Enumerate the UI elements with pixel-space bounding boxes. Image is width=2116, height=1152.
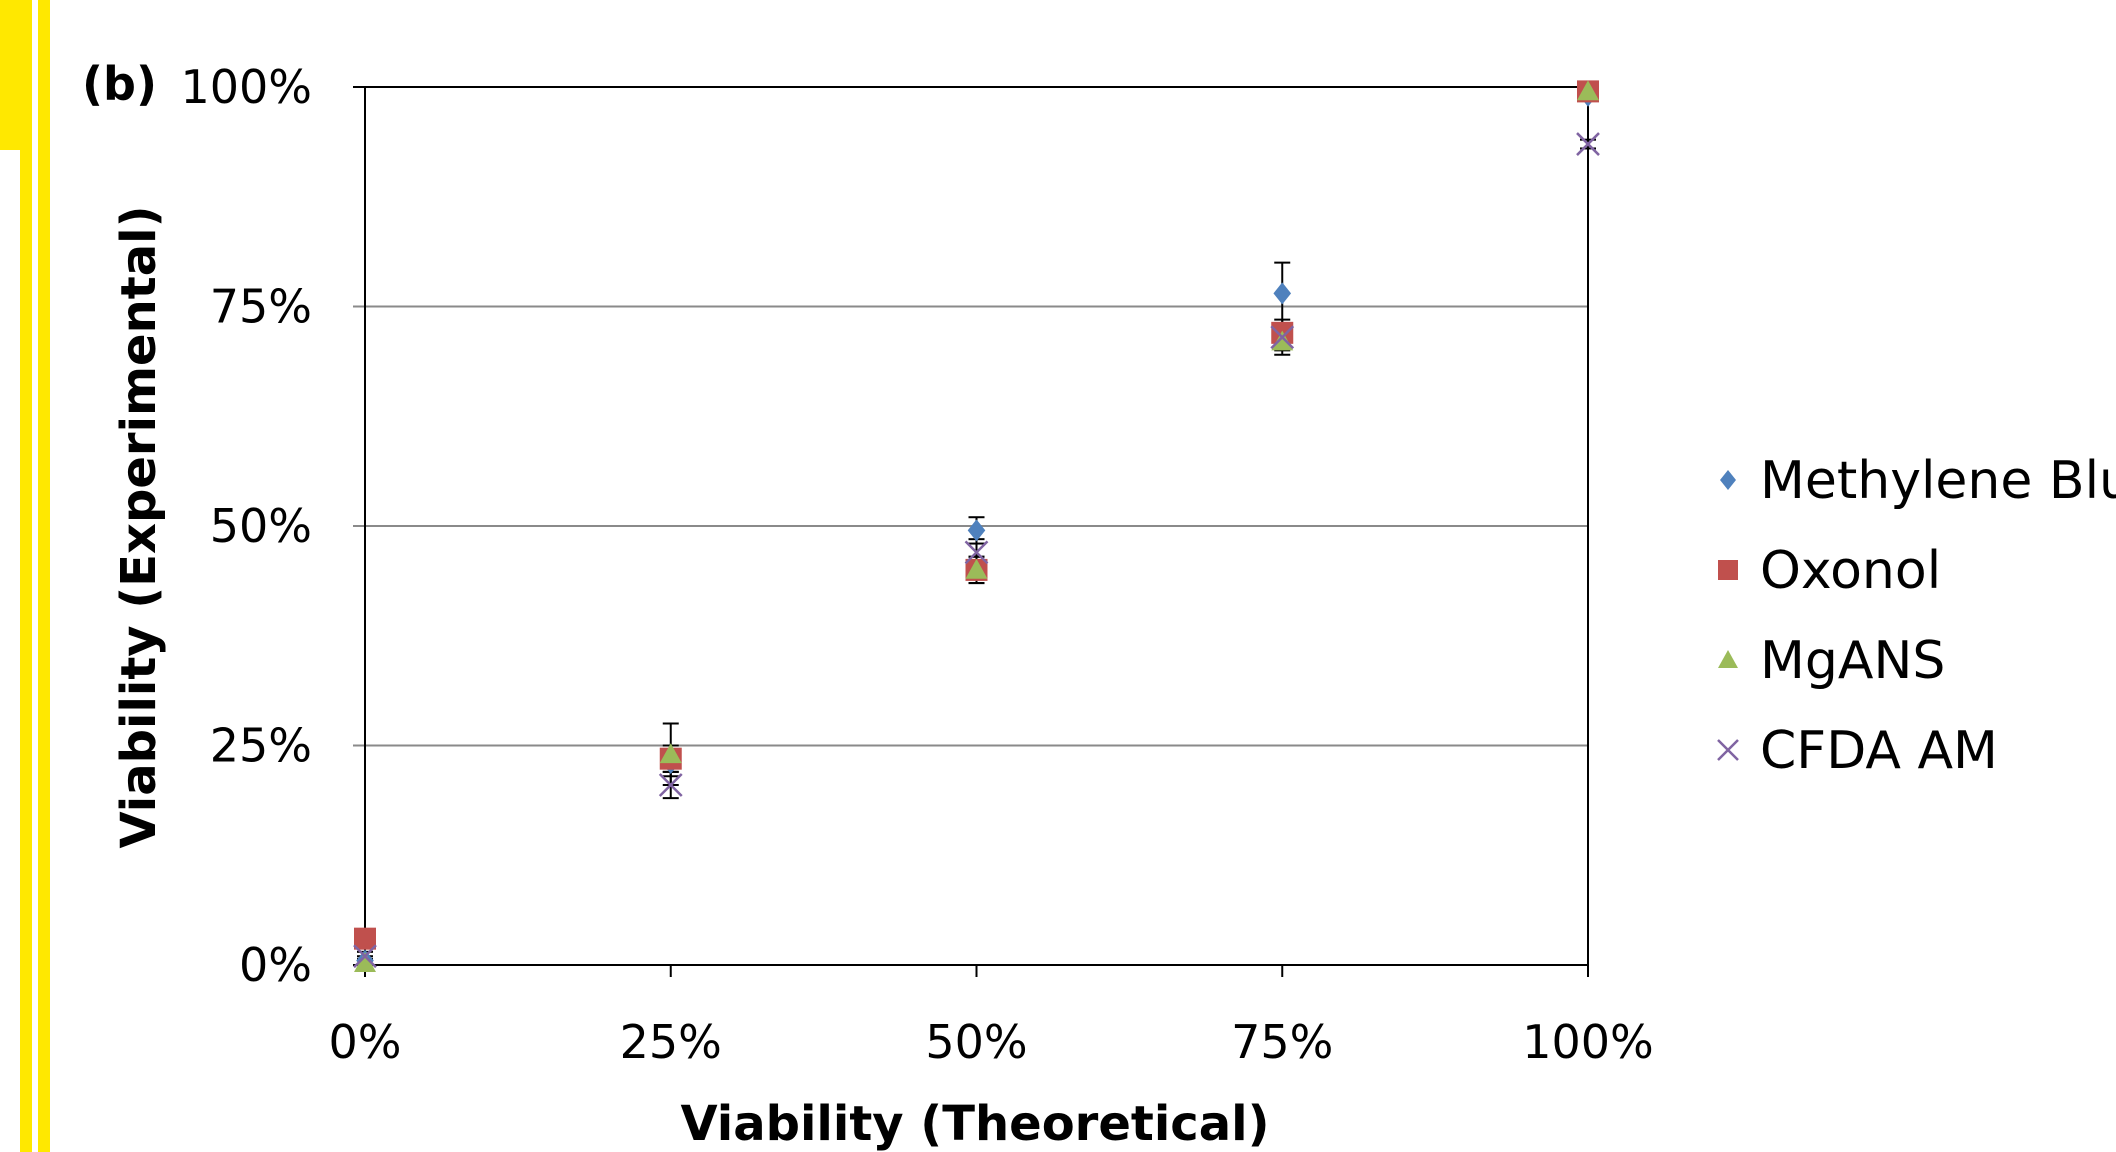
y-tick-label: 50% bbox=[210, 499, 312, 553]
legend-item-mgans: MgANS bbox=[1718, 631, 1945, 691]
x-tick-label: 75% bbox=[1231, 1015, 1333, 1069]
x-tick-label: 50% bbox=[925, 1015, 1027, 1069]
x-axis-title: Viability (Theoretical) bbox=[680, 1096, 1269, 1152]
point-cfda-am bbox=[658, 773, 683, 797]
legend: Methylene Blue Oxonol MgANS CFDA AM bbox=[1717, 451, 2116, 781]
x-tick-label: 0% bbox=[329, 1015, 402, 1069]
point-methylene-blue bbox=[1273, 282, 1292, 305]
legend-marker-oxonol bbox=[1718, 560, 1738, 580]
point-cfda-am bbox=[1270, 325, 1295, 350]
point-oxonol bbox=[354, 927, 376, 950]
legend-marker-mgans bbox=[1718, 650, 1738, 668]
point-mgans bbox=[1577, 80, 1599, 101]
point-cfda-am bbox=[353, 944, 377, 969]
point-methylene-blue bbox=[967, 519, 986, 542]
yellow-tab bbox=[0, 0, 20, 150]
x-tick-labels: 0% 25% 50% 75% 100% bbox=[329, 1015, 1654, 1069]
point-mgans bbox=[354, 952, 376, 973]
legend-label-oxonol: Oxonol bbox=[1760, 541, 1941, 601]
gridlines bbox=[353, 86, 1588, 747]
data-points bbox=[353, 80, 1600, 973]
point-cfda-am bbox=[1576, 132, 1600, 156]
legend-item-oxonol: Oxonol bbox=[1718, 541, 1941, 601]
legend-marker-cfda-am bbox=[1717, 739, 1739, 761]
legend-item-methylene-blue: Methylene Blue bbox=[1720, 451, 2116, 511]
point-cfda-am bbox=[964, 540, 989, 565]
y-tick-label: 100% bbox=[180, 60, 312, 114]
point-mgans bbox=[965, 558, 988, 579]
legend-label-cfda-am: CFDA AM bbox=[1760, 721, 1998, 781]
point-mgans bbox=[1271, 330, 1294, 351]
y-tick-label: 75% bbox=[210, 280, 312, 334]
y-tick-label: 25% bbox=[210, 719, 312, 773]
y-tick-label: 0% bbox=[239, 938, 312, 992]
legend-label-methylene-blue: Methylene Blue bbox=[1760, 451, 2116, 511]
x-tick-label: 25% bbox=[620, 1015, 722, 1069]
x-tick-label: 100% bbox=[1522, 1015, 1654, 1069]
legend-marker-methylene-blue bbox=[1720, 470, 1736, 490]
y-axis-title: Viability (Experimental) bbox=[111, 205, 167, 848]
legend-item-cfda-am: CFDA AM bbox=[1717, 721, 1998, 781]
axes bbox=[353, 87, 1589, 977]
point-mgans bbox=[659, 743, 682, 764]
y-tick-labels: 0% 25% 50% 75% 100% bbox=[180, 60, 312, 992]
legend-label-mgans: MgANS bbox=[1760, 631, 1945, 691]
yellow-border-inner bbox=[38, 0, 50, 1152]
panel-label: (b) bbox=[82, 57, 157, 111]
yellow-border-outer bbox=[20, 0, 32, 1152]
